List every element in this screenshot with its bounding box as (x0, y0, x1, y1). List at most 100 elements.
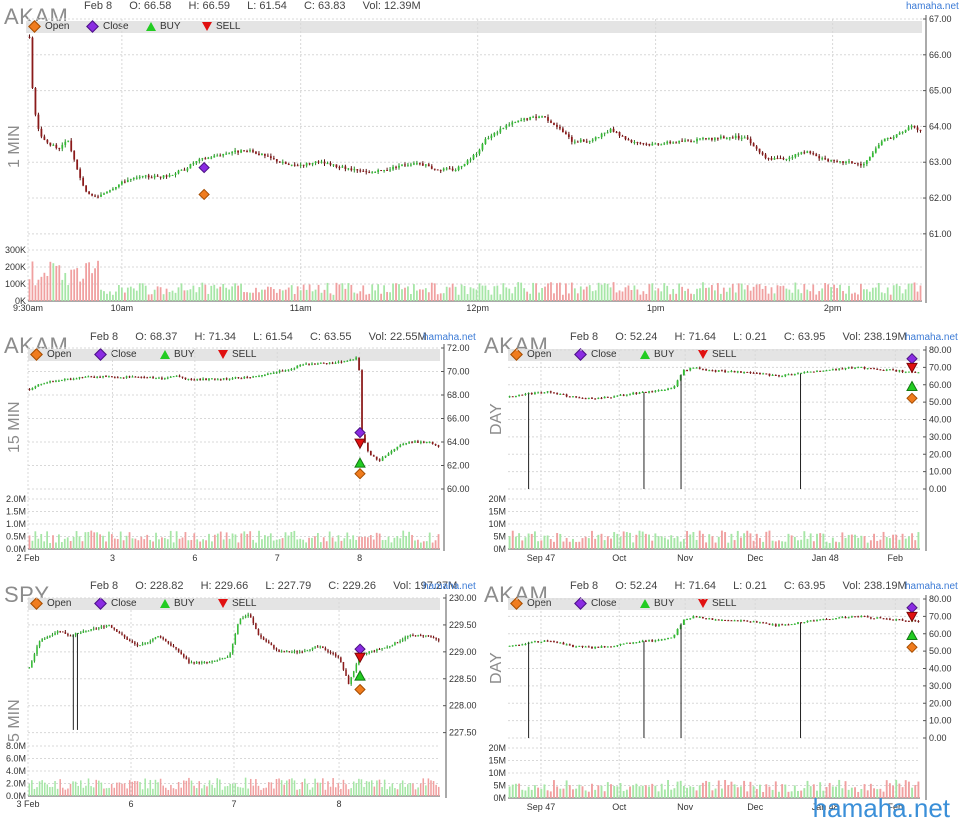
volume-bar (907, 536, 910, 549)
candle-body (676, 380, 679, 387)
brand-watermark[interactable]: hamaha.net (812, 793, 950, 823)
candle-body (822, 370, 825, 372)
volume-bar (391, 783, 394, 796)
candle-body (845, 161, 847, 163)
candle-body (132, 177, 135, 180)
source-link[interactable]: hamaha.net (906, 1, 959, 12)
volume-bar (144, 778, 146, 796)
volume-bar (275, 779, 278, 796)
buy-triangle-icon (160, 349, 170, 359)
volume-bar (431, 542, 434, 549)
candle-body (165, 175, 168, 177)
candle-body (216, 660, 219, 662)
candle-body (353, 169, 356, 171)
candle-body (581, 645, 584, 647)
candle-body (791, 157, 794, 159)
candle-body (800, 622, 803, 624)
candle-body (578, 645, 581, 647)
volume-bar (670, 789, 673, 798)
candle-body (384, 455, 387, 458)
candle-body (70, 140, 73, 151)
candle-body (588, 141, 591, 143)
source-link[interactable]: hamaha.net (423, 332, 476, 343)
header-high: H: 229.66 (200, 580, 249, 592)
candle-body (644, 392, 647, 394)
volume-bar (871, 287, 874, 301)
candle-body (293, 368, 296, 370)
candle-body (422, 635, 425, 637)
volume-bar (64, 789, 67, 796)
candle-body (481, 143, 484, 150)
source-link[interactable]: hamaha.net (905, 581, 958, 592)
buy-marker (906, 380, 918, 391)
candle-body (414, 441, 416, 443)
volume-bar (154, 779, 157, 796)
volume-bar (249, 778, 252, 796)
candle-body (152, 377, 154, 379)
candle-body (752, 372, 755, 374)
candle-body (759, 373, 761, 375)
candle-body (800, 372, 803, 374)
price-tick-label: 40.00 (929, 415, 952, 425)
candle-body (556, 124, 558, 127)
volume-bar (425, 541, 428, 549)
volume-bar (663, 537, 666, 549)
volume-bar (131, 538, 134, 549)
volume-bar (90, 530, 93, 549)
volume-bar (261, 539, 263, 549)
candle-body (587, 397, 590, 399)
candle-body (901, 619, 904, 621)
volume-bar (736, 530, 739, 549)
volume-bar (877, 282, 880, 301)
candle-body (871, 152, 874, 158)
volume-bar (296, 789, 298, 796)
candle-body (873, 368, 875, 370)
volume-bar (81, 541, 84, 549)
candle-body (105, 625, 108, 628)
candle-body (759, 622, 761, 624)
candle-body (597, 646, 600, 648)
volume-bar (698, 785, 701, 798)
candle-body (352, 671, 355, 678)
volume-bar (327, 781, 329, 796)
volume-bar (638, 530, 641, 549)
volume-bar (189, 289, 192, 301)
candle-body (609, 128, 612, 133)
candle-body (41, 638, 43, 642)
candle-body (882, 369, 885, 371)
volume-bar (876, 540, 879, 549)
candle-body (739, 371, 742, 373)
candle-body (149, 641, 152, 643)
source-link[interactable]: hamaha.net (423, 581, 476, 592)
volume-bar (344, 288, 347, 301)
price-tick-label: 10.00 (929, 716, 952, 726)
price-tick-label: 66.00 (929, 50, 952, 60)
source-link[interactable]: hamaha.net (905, 332, 958, 343)
candle-body (249, 150, 251, 152)
volume-bar (183, 780, 185, 796)
volume-bar (692, 532, 695, 549)
candle-body (324, 648, 327, 651)
time-tick-label: Sep 47 (527, 553, 556, 563)
candle-body (81, 377, 84, 379)
volume-bar (803, 531, 806, 549)
price-tick-label: 30.00 (929, 681, 952, 691)
volume-bar (493, 286, 496, 301)
volume-bar (399, 783, 401, 796)
volume-bar (234, 534, 237, 549)
candle-body (719, 136, 722, 139)
volume-bar (573, 288, 576, 301)
candle-body (404, 637, 407, 640)
candle-body (919, 129, 922, 131)
volume-tick-label: 20M (488, 743, 506, 753)
volume-bar (123, 292, 126, 301)
candle-body (162, 175, 165, 178)
volume-bar (436, 294, 439, 301)
candle-body (606, 646, 609, 648)
sell-triangle-icon (698, 349, 708, 359)
volume-bar (115, 291, 117, 301)
candle-body (76, 159, 79, 170)
candle-body (806, 620, 809, 623)
time-tick-label: 2 Feb (16, 553, 39, 563)
volume-bar (790, 791, 793, 798)
